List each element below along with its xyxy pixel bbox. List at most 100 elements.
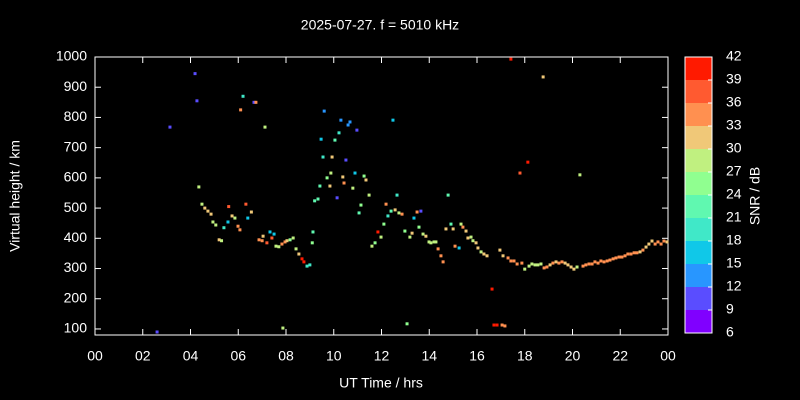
data-point bbox=[197, 185, 201, 189]
colorbar-band bbox=[685, 310, 712, 333]
x-tick-label: 12 bbox=[374, 348, 390, 364]
data-point bbox=[395, 193, 399, 197]
data-point bbox=[389, 209, 393, 213]
data-point bbox=[325, 176, 329, 180]
data-point bbox=[280, 242, 284, 246]
data-point bbox=[578, 173, 582, 177]
data-point bbox=[512, 259, 516, 263]
data-point bbox=[593, 260, 597, 264]
data-point bbox=[479, 250, 483, 254]
data-point bbox=[548, 263, 552, 267]
data-point bbox=[526, 160, 530, 164]
data-point bbox=[590, 262, 594, 266]
data-point bbox=[459, 222, 463, 226]
data-point bbox=[656, 240, 660, 244]
data-point bbox=[239, 108, 243, 112]
data-point bbox=[569, 265, 573, 269]
data-point bbox=[575, 265, 579, 269]
data-point bbox=[384, 202, 388, 206]
data-point bbox=[397, 211, 401, 215]
data-point bbox=[611, 257, 615, 261]
data-point bbox=[464, 229, 468, 233]
data-point bbox=[281, 326, 285, 330]
data-point bbox=[644, 245, 648, 249]
y-tick-label: 300 bbox=[64, 259, 88, 275]
data-point bbox=[509, 259, 513, 263]
data-point bbox=[650, 239, 654, 243]
data-point bbox=[364, 178, 368, 182]
data-point bbox=[602, 260, 606, 264]
data-point bbox=[405, 322, 409, 326]
data-point bbox=[222, 226, 226, 230]
data-point bbox=[362, 174, 366, 178]
colorbar-band bbox=[685, 172, 712, 195]
data-point bbox=[270, 236, 274, 240]
data-point bbox=[355, 128, 359, 132]
y-tick-label: 600 bbox=[64, 169, 88, 185]
colorbar-tick-label: 9 bbox=[726, 301, 734, 317]
x-tick-label: 04 bbox=[183, 348, 199, 364]
data-point bbox=[424, 234, 428, 238]
data-point bbox=[647, 242, 651, 246]
colorbar-tick-label: 21 bbox=[726, 209, 742, 225]
data-point bbox=[155, 330, 159, 334]
data-point bbox=[536, 263, 540, 267]
data-point bbox=[557, 261, 561, 265]
x-tick-label: 06 bbox=[230, 348, 246, 364]
data-point bbox=[498, 248, 502, 252]
data-point bbox=[539, 262, 543, 266]
data-point bbox=[310, 241, 314, 245]
data-point bbox=[469, 235, 473, 239]
data-point bbox=[373, 241, 377, 245]
data-point bbox=[261, 234, 265, 238]
data-point bbox=[220, 239, 224, 243]
colorbar-band bbox=[685, 264, 712, 287]
data-point bbox=[596, 261, 600, 265]
plot-frame bbox=[94, 56, 669, 336]
data-point bbox=[329, 171, 333, 175]
data-point bbox=[339, 118, 343, 122]
colorbar-tick-label: 15 bbox=[726, 255, 742, 271]
colorbar-tick-label: 36 bbox=[726, 94, 742, 110]
data-point bbox=[346, 123, 350, 127]
data-point bbox=[653, 242, 657, 246]
data-point bbox=[257, 238, 261, 242]
data-point bbox=[357, 211, 361, 215]
data-point bbox=[410, 231, 414, 235]
data-point bbox=[662, 239, 666, 243]
data-point bbox=[427, 240, 431, 244]
data-point bbox=[393, 208, 397, 212]
colorbar-band bbox=[685, 80, 712, 103]
colorbar-band bbox=[685, 195, 712, 218]
x-tick-label: 02 bbox=[135, 348, 151, 364]
data-point bbox=[623, 254, 627, 258]
data-point bbox=[226, 220, 230, 224]
data-point bbox=[461, 225, 465, 229]
data-point bbox=[434, 240, 438, 244]
data-point bbox=[617, 255, 621, 259]
data-point bbox=[453, 244, 457, 248]
data-point bbox=[351, 186, 355, 190]
data-point bbox=[412, 216, 416, 220]
data-point bbox=[294, 247, 298, 251]
data-point bbox=[429, 241, 433, 245]
y-tick-label: 1000 bbox=[56, 48, 87, 64]
data-point bbox=[319, 137, 323, 141]
data-point bbox=[408, 235, 412, 239]
data-point bbox=[506, 256, 510, 260]
data-point bbox=[341, 175, 345, 179]
data-point bbox=[308, 263, 312, 267]
chart-title: 2025-07-27. f = 5010 kHz bbox=[301, 17, 459, 33]
data-point bbox=[209, 212, 213, 216]
data-point bbox=[466, 236, 470, 240]
data-point bbox=[421, 232, 425, 236]
y-tick-label: 100 bbox=[64, 320, 88, 336]
data-point bbox=[560, 260, 564, 264]
data-point bbox=[313, 199, 317, 203]
data-point bbox=[370, 244, 374, 248]
data-point bbox=[482, 252, 486, 256]
data-point bbox=[417, 225, 421, 229]
data-point bbox=[241, 94, 245, 98]
y-axis-label: Virtual height / km bbox=[7, 140, 23, 252]
